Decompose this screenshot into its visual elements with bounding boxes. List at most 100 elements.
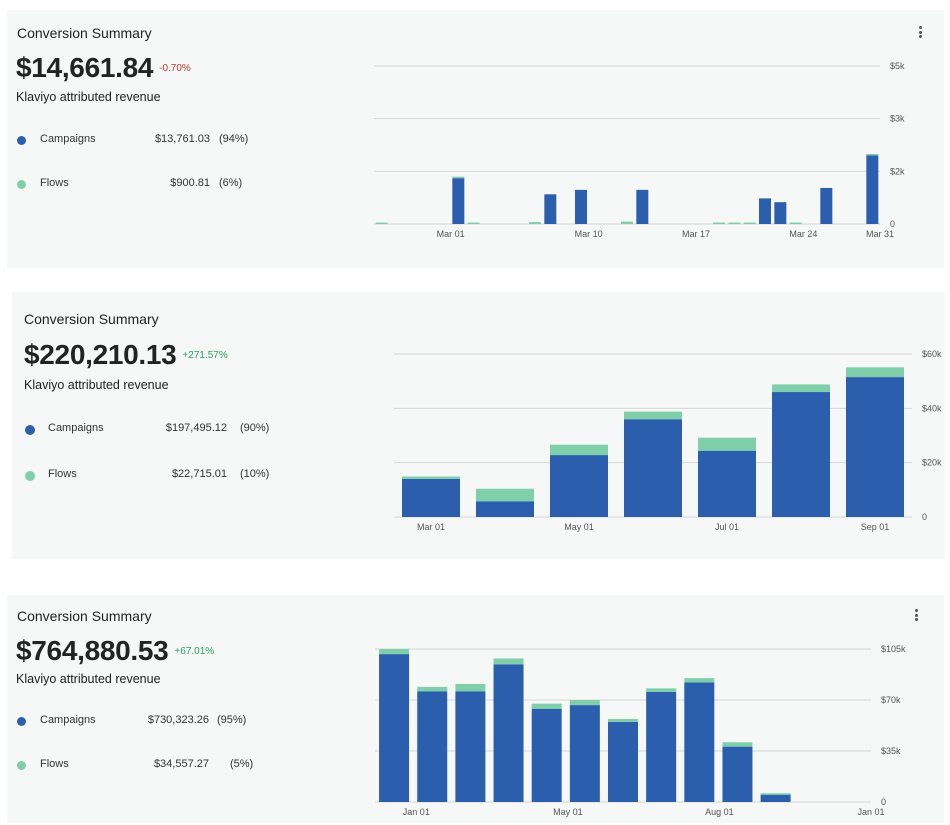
more-options-icon[interactable]	[910, 607, 922, 623]
revenue-subtitle: Klaviyo attributed revenue	[24, 378, 169, 392]
legend-percent: (6%)	[219, 177, 243, 189]
x-tick-label: May 01	[564, 522, 594, 532]
bar-flows	[621, 221, 633, 224]
bar-flows	[743, 222, 756, 224]
revenue-amount-row: $220,210.13 +271.57%	[24, 339, 228, 371]
bar-campaigns	[760, 794, 791, 802]
legend-value: $22,715.01	[171, 468, 227, 480]
legend-percent: (10%)	[240, 468, 270, 480]
bar-campaigns	[608, 721, 638, 802]
bar-campaigns	[846, 377, 904, 517]
y-tick-label: 0	[890, 219, 895, 229]
legend-value: $730,323.26	[147, 714, 209, 726]
y-tick-label: $105k	[881, 644, 906, 654]
revenue-change-badge: +67.01%	[174, 646, 215, 657]
bar-flows	[866, 153, 879, 156]
x-tick-label: Jul 01	[715, 522, 739, 532]
y-tick-label: $5k	[890, 61, 905, 71]
bar-flows	[728, 222, 741, 224]
legend-value: $900.81	[170, 177, 210, 189]
bar-campaigns	[624, 419, 682, 517]
bar-campaigns	[379, 654, 410, 802]
bar-flows	[379, 649, 410, 655]
bar-flows	[493, 658, 524, 665]
bar-flows	[402, 476, 460, 479]
revenue-amount-row: $14,661.84 -0.70%	[16, 52, 191, 84]
legend-percent: (5%)	[230, 758, 254, 770]
revenue-change-badge: -0.70%	[159, 63, 191, 74]
card-title: Conversion Summary	[17, 608, 152, 624]
legend-item-flows: Flows $34,557.27 (5%)	[17, 757, 267, 773]
bar-campaigns	[476, 501, 534, 517]
revenue-change-badge: +271.57%	[182, 350, 228, 361]
legend-value: $34,557.27	[153, 758, 209, 770]
bar-campaigns	[531, 708, 562, 802]
bar-campaigns	[550, 455, 608, 517]
bar-flows	[684, 678, 715, 683]
bar-campaigns	[698, 450, 756, 517]
revenue-bar-chart: 0 $20k $40k $60k Mar 01 May 01 Jul 01 Sep 01	[394, 349, 942, 532]
bar-campaigns	[455, 691, 486, 802]
revenue-amount: $220,210.13	[24, 339, 177, 370]
bar-flows	[529, 222, 541, 224]
bar-flows	[624, 411, 682, 420]
bar-flows	[569, 700, 600, 706]
bar-flows	[846, 367, 904, 378]
bar-flows	[467, 222, 480, 224]
revenue-bar-chart: 0 $2k $3k $5k Mar 01 Mar 10 Mar 17 Mar 24 Mar 31	[374, 61, 905, 239]
bar-campaigns	[569, 705, 600, 802]
more-options-icon[interactable]	[914, 24, 926, 40]
bar-flows	[698, 437, 756, 451]
conversion-summary-card: Conversion Summary $14,661.84 -0.70% Kla…	[7, 10, 944, 268]
legend-item-flows: Flows $900.81 (6%)	[17, 176, 267, 192]
x-tick-label: Sep 01	[861, 522, 890, 532]
x-tick-label: Mar 17	[682, 229, 710, 239]
bar-flows	[789, 222, 802, 224]
legend-item-flows: Flows $22,715.01 (10%)	[25, 467, 285, 483]
card-title: Conversion Summary	[24, 311, 159, 327]
bar-flows	[608, 718, 638, 722]
x-tick-label: Aug 01	[705, 807, 734, 817]
bar-campaigns	[493, 664, 524, 802]
x-tick-label: Mar 01	[437, 229, 465, 239]
legend-label: Campaigns	[48, 422, 104, 434]
campaigns-dot-icon	[25, 425, 35, 435]
legend-value: $13,761.03	[154, 133, 210, 145]
x-tick-label: Mar 24	[789, 229, 817, 239]
revenue-amount: $14,661.84	[16, 52, 154, 83]
bar-flows	[375, 222, 388, 224]
bar-campaigns	[636, 189, 649, 224]
y-tick-label: 0	[922, 512, 927, 522]
bar-campaigns	[646, 691, 677, 802]
revenue-subtitle: Klaviyo attributed revenue	[16, 90, 161, 104]
x-tick-label: Mar 10	[575, 229, 603, 239]
x-tick-label: May 01	[553, 807, 583, 817]
legend-label: Flows	[48, 468, 77, 480]
bar-flows	[772, 384, 830, 393]
conversion-summary-card: Conversion Summary $220,210.13 +271.57% …	[12, 292, 945, 559]
y-tick-label: $20k	[922, 458, 942, 468]
legend-label: Campaigns	[40, 133, 96, 145]
y-tick-label: $35k	[881, 746, 901, 756]
legend-item-campaigns: Campaigns $730,323.26 (95%)	[17, 713, 267, 729]
bar-flows	[760, 793, 791, 795]
y-tick-label: $3k	[890, 114, 905, 124]
y-tick-label: $60k	[922, 349, 942, 359]
campaigns-dot-icon	[17, 717, 26, 726]
legend-label: Flows	[40, 177, 69, 189]
bar-flows	[722, 742, 753, 747]
bar-campaigns	[417, 691, 448, 802]
revenue-amount-row: $764,880.53 +67.01%	[16, 635, 214, 667]
x-tick-label: Jan 01	[403, 807, 430, 817]
revenue-bar-chart: 0 $35k $70k $105k Jan 01 May 01 Aug 01 Jan 01	[375, 644, 906, 817]
bar-campaigns	[774, 202, 787, 224]
flows-dot-icon	[25, 471, 35, 481]
bar-campaigns	[772, 392, 830, 517]
bar-campaigns	[866, 155, 879, 224]
x-tick-label: Jan 01	[857, 807, 884, 817]
y-tick-label: $2k	[890, 166, 905, 176]
revenue-amount: $764,880.53	[16, 635, 169, 666]
legend-percent: (94%)	[219, 133, 249, 145]
x-tick-label: Mar 01	[417, 522, 445, 532]
bar-campaigns	[759, 198, 771, 224]
